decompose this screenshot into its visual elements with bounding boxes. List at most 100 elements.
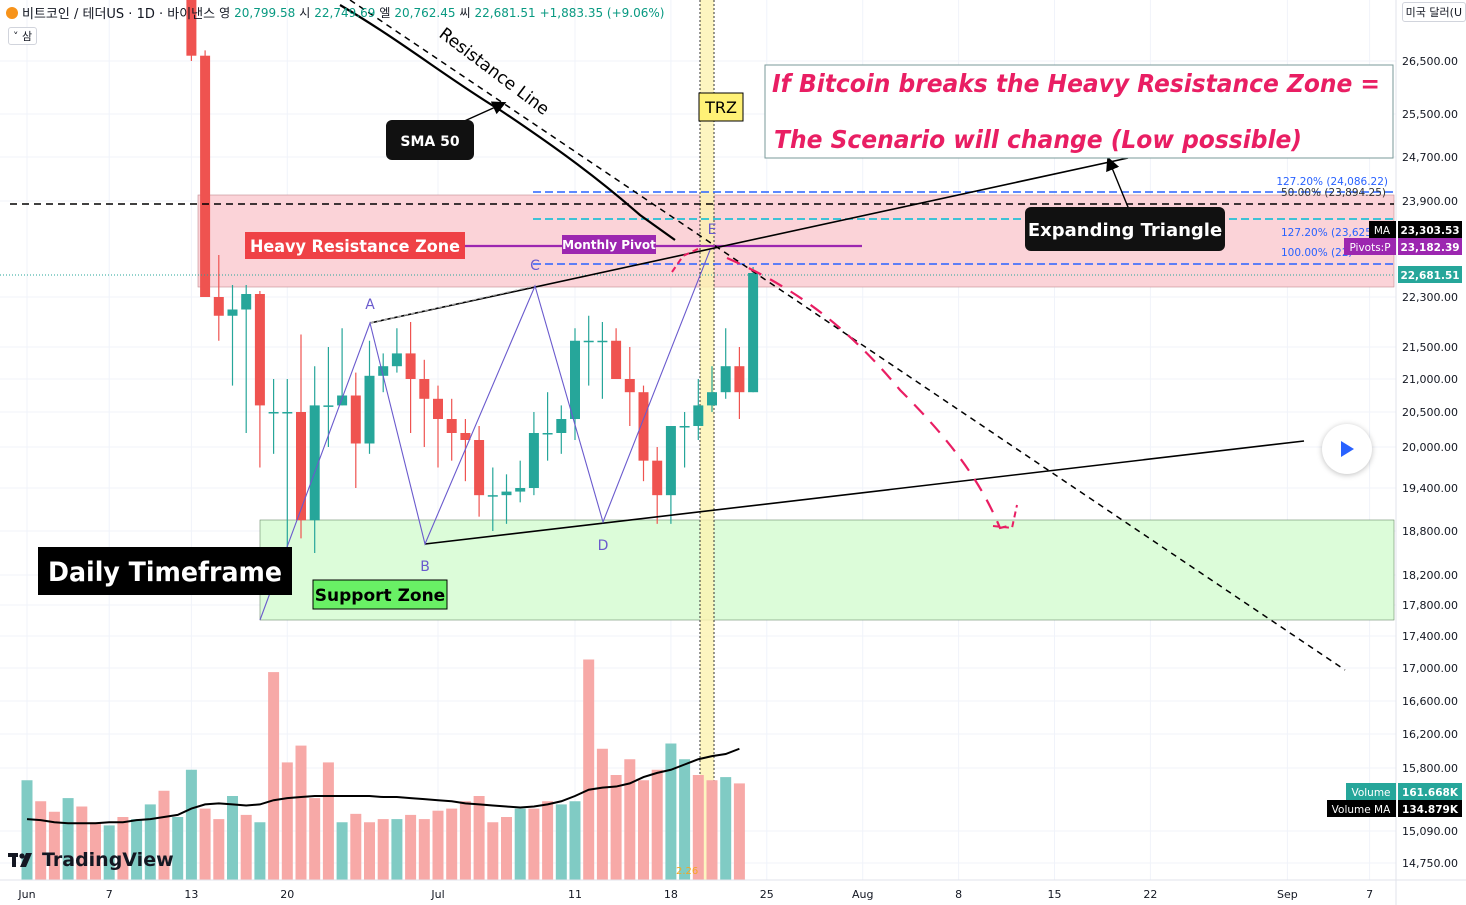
x-tick-label: Jun — [17, 888, 35, 901]
candle-body — [227, 309, 238, 316]
fib-hundred-label: 100.00% (22, — [1281, 247, 1352, 259]
candle-body — [515, 488, 526, 492]
candle-body — [652, 460, 663, 496]
candle-body — [405, 353, 416, 379]
candle-body — [693, 405, 704, 426]
y-tick-label: 17,400.00 — [1402, 630, 1458, 643]
scenario-box — [764, 64, 1394, 159]
fib-half-label: 50.00% (23,894.25) — [1281, 187, 1386, 199]
volume-bar — [364, 822, 375, 880]
candle-body — [433, 398, 443, 419]
volume-bar — [254, 822, 266, 880]
volume-bar — [391, 819, 403, 880]
volume-bar — [268, 672, 280, 880]
volume-bar — [405, 814, 417, 880]
volume-bar — [21, 780, 33, 880]
volume-bar — [665, 743, 677, 880]
candle-body — [487, 495, 498, 497]
volume-bar — [213, 819, 225, 880]
volume-bar — [295, 745, 307, 880]
candle-body — [542, 433, 553, 435]
volume-ma-tag-label-box — [1327, 800, 1396, 817]
volume-tag-label-box — [1346, 783, 1396, 800]
volume-bar — [706, 780, 718, 880]
low-value: 20,762.45 — [394, 5, 456, 20]
candle-body — [296, 412, 306, 521]
volume-bar — [596, 748, 608, 880]
pivot-tag-label: Pivots:P — [1349, 242, 1390, 254]
candle-body — [200, 55, 211, 298]
volume-bar — [418, 819, 430, 880]
volume-bar — [144, 804, 156, 880]
volume-bar — [542, 801, 554, 880]
expanding-triangle-label: Expanding Triangle — [1028, 220, 1222, 241]
pivot-tag-label-box — [1344, 238, 1396, 255]
volume-bar — [62, 798, 74, 880]
volume-ma-tag-value: 134.879K — [1402, 804, 1459, 816]
expanding-triangle-box — [1025, 207, 1225, 251]
volume-bar — [446, 808, 458, 880]
volume-bar — [227, 796, 238, 880]
volume-bar — [432, 810, 444, 880]
logo-text: TradingView — [42, 849, 174, 871]
candle-body — [597, 340, 608, 343]
candle-body — [460, 433, 471, 440]
x-tick-label: 11 — [568, 888, 582, 901]
x-tick-label: 8 — [955, 888, 962, 901]
x-tick-label: Jul — [430, 888, 444, 901]
x-tick-label: 7 — [106, 888, 113, 901]
volume-bar — [240, 814, 252, 880]
candle-body — [350, 395, 361, 444]
volume-tag-value: 161.668K — [1402, 787, 1459, 799]
point-a-label: A — [365, 297, 375, 313]
volume-bar — [336, 822, 348, 880]
volume-ma-line — [26, 747, 740, 825]
volume-bar — [720, 777, 732, 880]
candle-body — [419, 379, 430, 399]
monthly-pivot-box — [562, 235, 656, 254]
volume-bar — [569, 801, 581, 880]
volume-bar — [473, 796, 485, 880]
pivot-tag-value: 23,182.39 — [1400, 242, 1459, 254]
currency-selector[interactable]: 미국 달러(U — [1401, 2, 1466, 22]
candle-body — [268, 412, 279, 414]
replay-button[interactable] — [1322, 424, 1372, 474]
heavy-resistance-label: Heavy Resistance Zone — [250, 237, 460, 257]
volume-bar — [624, 759, 636, 880]
low-label: 엘 — [379, 6, 391, 20]
volume-bar — [350, 813, 362, 880]
scenario-line1: If Bitcoin breaks the Heavy Resistance Z… — [772, 69, 1380, 98]
volume-bar — [35, 801, 47, 880]
volume-bar — [528, 808, 540, 880]
monthly-pivot-label: Monthly Pivot — [562, 238, 656, 252]
projection-path — [726, 256, 1013, 530]
volume-bar — [555, 804, 567, 880]
candle-body — [748, 273, 759, 393]
open-label: 영 — [219, 6, 231, 20]
candle-body — [337, 395, 348, 406]
candle-body — [734, 366, 745, 393]
x-tick-label: 18 — [664, 888, 678, 901]
heavy-resistance-box — [245, 232, 465, 259]
collapse-chip[interactable]: ˅ 삼 — [8, 27, 38, 45]
candle-body — [679, 426, 690, 428]
candle-body — [378, 366, 389, 376]
symbol-title[interactable]: 비트코인 / 테더US · 1D · 바이낸스 — [22, 7, 216, 22]
x-tick-label: 25 — [760, 888, 774, 901]
pivot-tag-value-box — [1398, 238, 1462, 255]
change-value: +1,883.35 (+9.06%) — [539, 5, 665, 20]
volume-bar — [638, 780, 649, 880]
y-tick-label: 15,090.00 — [1402, 825, 1458, 838]
tradingview-logo[interactable]: TradingView — [8, 849, 174, 871]
candle-body — [446, 419, 457, 433]
volume-bar — [459, 801, 471, 880]
y-tick-label: 26,500.00 — [1402, 55, 1458, 68]
ma-tag-value: 23,303.53 — [1400, 225, 1459, 237]
volume-bar — [103, 825, 115, 880]
projection-arrowhead — [992, 504, 1018, 530]
play-icon — [1341, 441, 1354, 457]
y-tick-label: 24,700.00 — [1402, 151, 1458, 164]
x-tick-label: 15 — [1048, 888, 1062, 901]
sma50-label: SMA 50 — [400, 134, 459, 150]
